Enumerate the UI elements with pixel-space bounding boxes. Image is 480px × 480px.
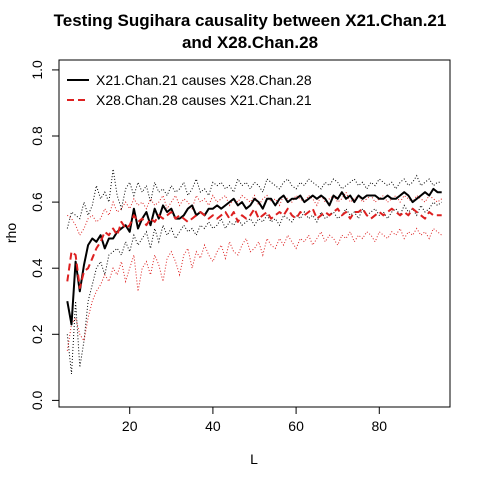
chart-title-line-2: and X28.Chan.28 [182, 33, 318, 52]
x-tick-label: 60 [288, 418, 304, 434]
series-0-line [66, 187, 442, 326]
y-axis: 0.0 0.2 0.4 0.6 0.8 1.0 [29, 60, 59, 410]
x-axis: 20 40 60 80 [122, 407, 387, 434]
y-tick-label: 0.4 [29, 258, 45, 278]
y-tick-label: 0.8 [29, 126, 45, 146]
band-1-upper-line [66, 191, 443, 237]
y-tick-label: 0.2 [29, 324, 45, 344]
y-tick-label: 0.0 [29, 390, 45, 410]
legend: X21.Chan.21 causes X28.Chan.28 X28.Chan.2… [67, 72, 312, 108]
x-tick-label: 40 [205, 418, 221, 434]
confidence-bands [66, 169, 443, 375]
plot-frame [58, 59, 451, 408]
y-axis-label: rho [3, 223, 19, 243]
y-tick-label: 0.6 [29, 192, 45, 212]
x-axis-label: L [250, 451, 258, 467]
series-lines [66, 187, 442, 326]
series-1-line [66, 207, 442, 289]
legend-label-0: X21.Chan.21 causes X28.Chan.28 [96, 72, 312, 88]
y-tick-label: 1.0 [29, 60, 45, 80]
x-tick-label: 20 [122, 418, 138, 434]
band-0-lower-line [66, 201, 443, 375]
chart-title-line-1: Testing Sugihara causality between X21.C… [54, 11, 447, 30]
x-tick-label: 80 [371, 418, 387, 434]
legend-label-1: X28.Chan.28 causes X21.Chan.21 [96, 92, 312, 108]
band-1-lower-line [66, 227, 443, 351]
